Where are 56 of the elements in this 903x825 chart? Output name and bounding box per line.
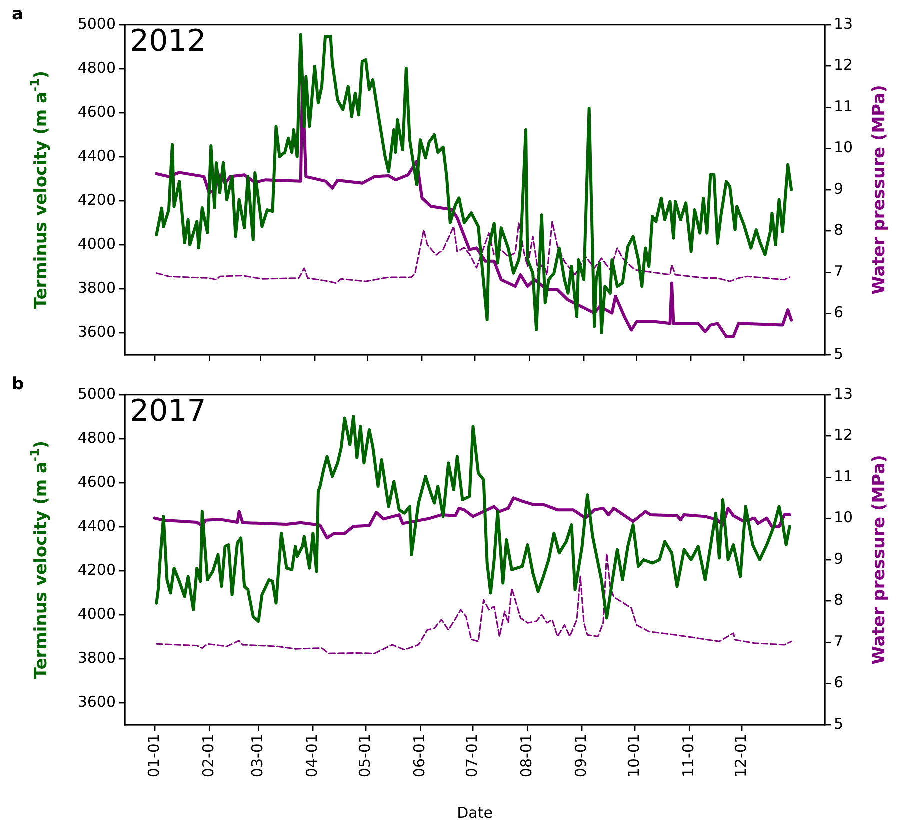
x-axis-title: Date <box>457 804 493 822</box>
text: a <box>12 4 24 24</box>
y2-tick-label: 6 <box>834 674 844 692</box>
y-tick-label: 4000 <box>78 234 116 253</box>
x-tick-label: 03-01 <box>248 734 267 778</box>
y2-tick-label: 7 <box>834 632 844 650</box>
y2-tick-label: 12 <box>834 56 854 74</box>
y2-tick-label: 11 <box>834 97 854 116</box>
y2-tick-label: 7 <box>834 262 844 280</box>
y2-axis-title: Water pressure (MPa) <box>869 85 890 295</box>
y2-tick-label: 8 <box>834 221 844 240</box>
y2-tick-label: 13 <box>834 14 854 33</box>
y2-tick-label: 9 <box>834 550 844 568</box>
y2-tick-label: 10 <box>834 138 854 157</box>
x-tick-label: 11-01 <box>679 734 698 778</box>
y-tick-label: 4800 <box>78 58 116 77</box>
y-tick-label: 3800 <box>78 648 116 667</box>
x-tick-label: 04-01 <box>303 734 322 778</box>
y2-tick-label: 13 <box>834 384 854 403</box>
x-tick-label: 05-01 <box>356 734 374 778</box>
x-tick-label: 08-01 <box>518 734 536 778</box>
x-tick-label: 06-01 <box>410 734 428 778</box>
line-series <box>156 552 792 654</box>
y2-tick-label: 12 <box>834 426 854 444</box>
y2-tick-label: 8 <box>834 591 844 610</box>
y-tick-label: 4200 <box>78 560 116 579</box>
y2-tick-label: 5 <box>834 344 844 363</box>
x-tick-label: 02-01 <box>199 734 218 778</box>
y2-tick-label: 9 <box>834 180 844 198</box>
y2-tick-label: 10 <box>834 508 854 527</box>
chart-title: 2017 <box>130 394 206 429</box>
chart-title: 2012 <box>130 24 206 59</box>
y-tick-label: 4600 <box>78 102 116 121</box>
text: b <box>12 374 24 394</box>
y-tick-label: 5000 <box>78 384 116 403</box>
y2-tick-label: 5 <box>834 714 844 733</box>
y2-axis-title: Water pressure (MPa) <box>869 455 890 665</box>
y2-tick-label: 6 <box>834 304 844 322</box>
x-tick-label: 09-01 <box>572 734 590 778</box>
y-tick-label: 4600 <box>78 472 116 491</box>
x-tick-label: 10-01 <box>624 734 643 778</box>
x-tick-label: 01-01 <box>144 734 163 778</box>
y2-tick-label: 11 <box>834 467 854 486</box>
y-tick-label: 3600 <box>78 692 116 711</box>
y-tick-label: 4000 <box>78 604 116 623</box>
y-tick-label: 3800 <box>78 278 116 297</box>
y-tick-label: 5000 <box>78 14 116 33</box>
y-tick-label: 4200 <box>78 190 116 209</box>
y-axis-title: Terminus velocity (m a-1) <box>28 70 52 310</box>
y-axis-title: Terminus velocity (m a-1) <box>28 440 52 680</box>
y-tick-label: 3600 <box>78 322 116 341</box>
y-tick-label: 4400 <box>78 146 116 165</box>
y-tick-label: 4800 <box>78 428 116 447</box>
y-tick-label: 4400 <box>78 516 116 535</box>
x-tick-label: 07-01 <box>463 734 482 778</box>
x-tick-label: 12-01 <box>732 734 750 778</box>
